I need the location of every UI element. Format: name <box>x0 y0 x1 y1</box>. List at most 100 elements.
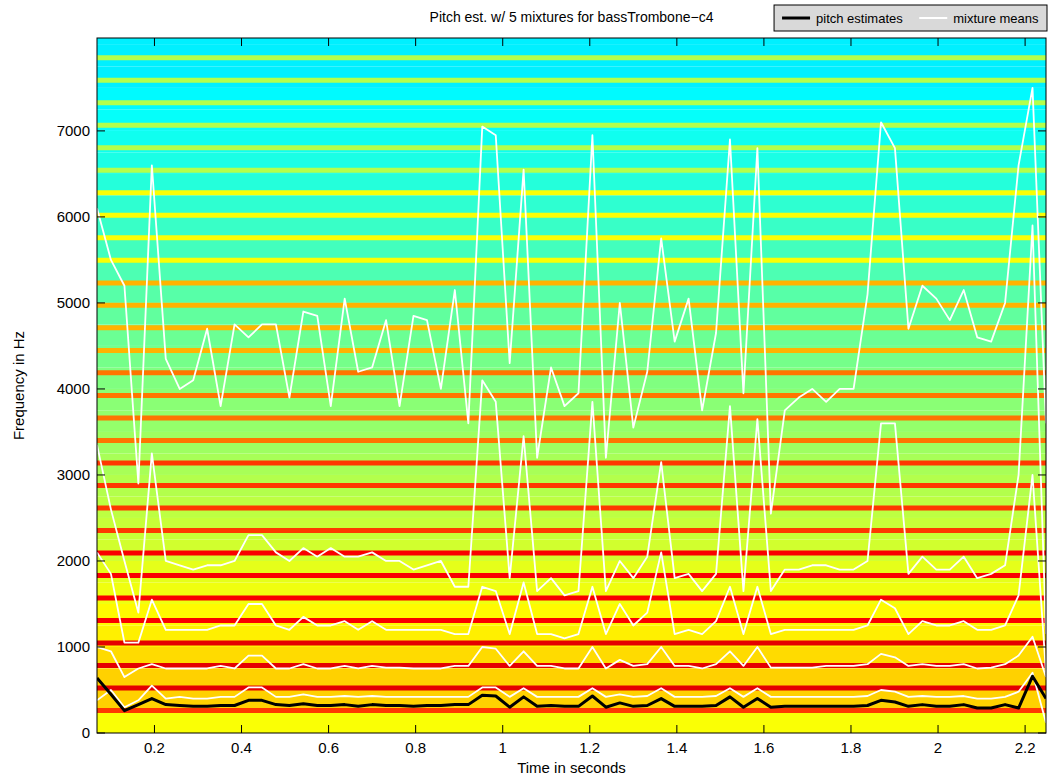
spectrogram-cell <box>97 217 1046 239</box>
harmonic-ridge <box>97 78 1046 83</box>
x-tick <box>154 38 155 46</box>
spectrogram-cell <box>97 604 1046 626</box>
spectrogram-cell <box>97 367 1046 389</box>
spectrogram-cell <box>97 561 1046 583</box>
spectrogram-cell <box>97 88 1046 110</box>
spectrogram-cell <box>97 346 1046 368</box>
spectrogram-cell <box>97 711 1046 733</box>
harmonic-ridge <box>97 190 1046 195</box>
y-tick <box>97 216 105 217</box>
legend-swatch <box>782 17 810 20</box>
x-tick <box>415 725 416 733</box>
spectrogram-cell <box>97 410 1046 432</box>
y-tick <box>1038 388 1046 389</box>
chart: 0.20.40.60.811.21.41.61.822.201000200030… <box>0 0 1055 782</box>
harmonic-ridge <box>97 370 1046 375</box>
y-tick-label: 5000 <box>57 294 90 311</box>
spectrogram-cell <box>97 131 1046 153</box>
harmonic-ridge <box>97 505 1046 510</box>
y-tick-label: 0 <box>82 724 90 741</box>
harmonic-ridge <box>97 303 1046 308</box>
frame <box>97 38 1046 733</box>
x-tick <box>676 725 677 733</box>
spectrogram-cell <box>97 195 1046 217</box>
harmonic-ridge <box>97 348 1046 353</box>
y-tick <box>1038 733 1046 734</box>
spectrogram-cell <box>97 281 1046 303</box>
harmonic-ridge <box>97 595 1046 600</box>
x-tick <box>1025 38 1026 46</box>
x-tick-label: 1.6 <box>753 739 774 756</box>
harmonic-ridge <box>97 145 1046 150</box>
y-tick <box>97 388 105 389</box>
y-tick <box>97 130 105 131</box>
y-tick <box>1038 474 1046 475</box>
y-tick <box>1038 560 1046 561</box>
spectrogram-cell <box>97 152 1046 174</box>
mixture-line <box>97 637 1046 677</box>
mixture-line <box>97 673 1046 723</box>
spectrogram-cell <box>97 432 1046 454</box>
y-tick <box>1038 216 1046 217</box>
y-tick <box>97 302 105 303</box>
x-tick <box>850 38 851 46</box>
harmonic-ridge <box>97 415 1046 420</box>
spectrogram-cell <box>97 66 1046 88</box>
x-tick-label: 1.2 <box>579 739 600 756</box>
mixture-line <box>97 88 1046 514</box>
x-tick <box>763 38 764 46</box>
x-tick-label: 1.4 <box>666 739 687 756</box>
y-tick <box>97 646 105 647</box>
y-tick-label: 4000 <box>57 380 90 397</box>
x-tick <box>589 38 590 46</box>
x-tick <box>589 725 590 733</box>
y-tick <box>97 474 105 475</box>
x-tick <box>676 38 677 46</box>
title: Pitch est. w/ 5 mixtures for bassTrombon… <box>430 9 714 25</box>
x-tick <box>154 725 155 733</box>
mixture-line <box>97 475 1046 673</box>
x-tick <box>763 725 764 733</box>
spectrogram-cell <box>97 45 1046 67</box>
y-tick-label: 3000 <box>57 466 90 483</box>
x-tick <box>241 725 242 733</box>
spectrogram-cell <box>97 303 1046 325</box>
harmonic-ridge <box>97 483 1046 488</box>
harmonic-ridge <box>97 393 1046 398</box>
x-tick-label: 1 <box>499 739 507 756</box>
pitch-line <box>97 676 1046 710</box>
y-tick <box>97 560 105 561</box>
y-tick-label: 1000 <box>57 638 90 655</box>
spectrogram-cell <box>97 38 1046 45</box>
y-tick <box>97 733 105 734</box>
spectrogram-cell <box>97 109 1046 131</box>
x-tick <box>850 725 851 733</box>
y-tick-label: 6000 <box>57 208 90 225</box>
harmonic-ridge <box>97 460 1046 465</box>
harmonic-ridge <box>97 235 1046 240</box>
y-tick <box>1038 646 1046 647</box>
x-tick-label: 0.4 <box>231 739 252 756</box>
spectrogram-cell <box>97 668 1046 690</box>
x-tick <box>328 725 329 733</box>
harmonic-ridge <box>97 213 1046 218</box>
harmonic-ridge <box>97 100 1046 105</box>
plot-area <box>97 38 1046 733</box>
y-tick-label: 2000 <box>57 552 90 569</box>
harmonic-ridge <box>97 686 1046 691</box>
x-tick-label: 0.6 <box>318 739 339 756</box>
x-tick <box>502 38 503 46</box>
y-tick <box>1038 302 1046 303</box>
harmonic-ridge <box>97 168 1046 173</box>
x-tick <box>1025 725 1026 733</box>
x-tick-label: 0.2 <box>144 739 165 756</box>
spectrogram-cell <box>97 174 1046 196</box>
legend-label: pitch estimates <box>816 11 903 26</box>
harmonic-ridge <box>97 55 1046 60</box>
legend-label: mixture means <box>953 11 1039 26</box>
x-tick <box>328 38 329 46</box>
x-tick-label: 2 <box>934 739 942 756</box>
y-axis-title: Frequency in Hz <box>10 331 27 440</box>
x-tick-label: 1.8 <box>841 739 862 756</box>
harmonic-ridge <box>97 123 1046 128</box>
